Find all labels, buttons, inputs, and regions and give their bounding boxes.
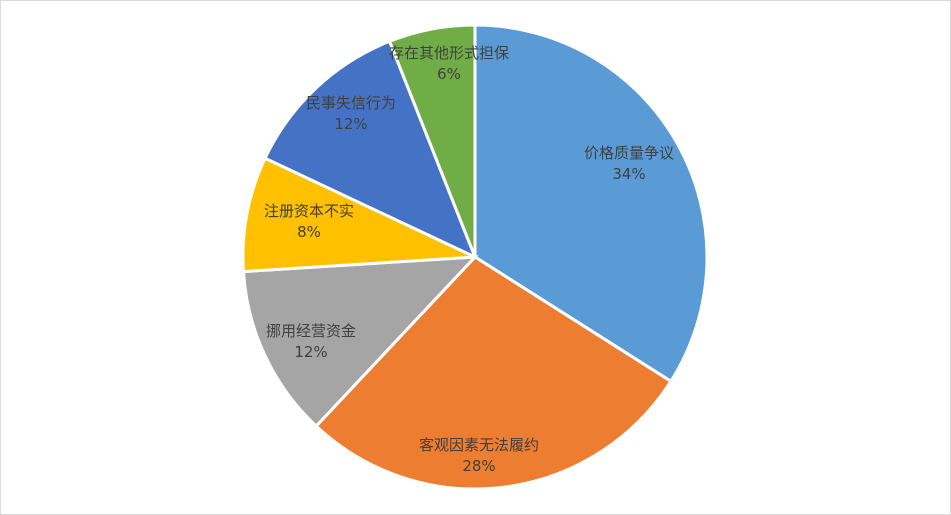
slice-category-label: 注册资本不实 xyxy=(264,202,354,220)
pie-slice xyxy=(314,255,673,491)
slice-category-label: 价格质量争议 xyxy=(584,144,674,162)
slice-category-label: 民事失信行为 xyxy=(306,94,396,112)
pie-slice xyxy=(387,23,477,258)
slice-percent-label: 34% xyxy=(612,165,645,183)
slice-percent-label: 6% xyxy=(437,65,461,83)
pie-slice xyxy=(263,39,478,260)
slice-percent-label: 28% xyxy=(462,457,495,475)
slice-percent-label: 12% xyxy=(294,343,327,361)
pie-slice xyxy=(241,255,479,429)
slice-category-label: 客观因素无法履约 xyxy=(419,436,539,454)
pie-slice xyxy=(241,156,476,274)
slice-category-label: 存在其他形式担保 xyxy=(389,44,509,62)
slice-percent-label: 8% xyxy=(297,223,321,241)
slice-category-label: 挪用经营资金 xyxy=(266,322,356,340)
slice-percent-label: 12% xyxy=(334,115,367,133)
